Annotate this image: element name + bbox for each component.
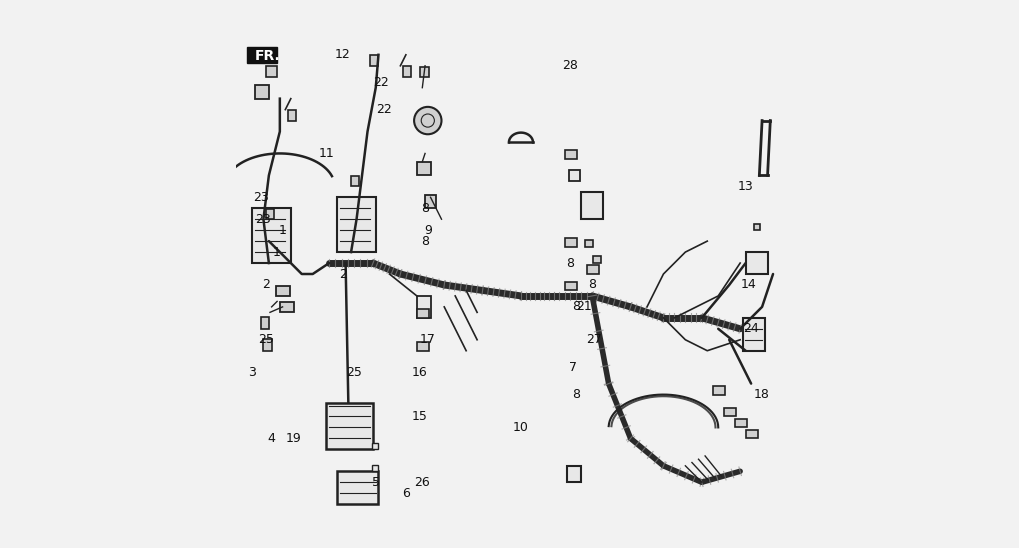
Bar: [723, 408, 735, 416]
Bar: [581, 192, 602, 219]
Text: 11: 11: [318, 147, 334, 160]
Text: 22: 22: [373, 76, 388, 89]
Text: 16: 16: [412, 366, 427, 379]
Text: 21: 21: [576, 300, 591, 313]
Text: 2: 2: [262, 278, 270, 292]
Text: 28: 28: [561, 59, 578, 72]
Text: 3: 3: [249, 366, 256, 379]
Bar: [592, 256, 600, 263]
Bar: [372, 443, 378, 449]
Bar: [337, 471, 378, 504]
Bar: [417, 342, 428, 351]
Bar: [255, 85, 269, 99]
Bar: [565, 238, 577, 247]
Bar: [263, 339, 271, 351]
Bar: [565, 282, 577, 290]
Bar: [326, 403, 373, 449]
Text: 13: 13: [737, 180, 753, 193]
Text: 23: 23: [253, 191, 268, 204]
Text: 8: 8: [421, 235, 429, 248]
Bar: [567, 466, 580, 482]
Bar: [417, 162, 430, 175]
Bar: [734, 419, 746, 427]
Text: 18: 18: [753, 388, 769, 401]
Text: 6: 6: [401, 487, 410, 500]
Bar: [586, 265, 598, 274]
Text: 10: 10: [513, 421, 529, 434]
Bar: [584, 240, 592, 247]
Bar: [753, 224, 760, 230]
Text: 2: 2: [338, 267, 346, 281]
Bar: [261, 317, 269, 329]
Bar: [569, 170, 580, 181]
Text: 25: 25: [345, 366, 362, 379]
Text: 4: 4: [267, 432, 275, 445]
Text: 17: 17: [420, 333, 435, 346]
Bar: [372, 465, 378, 471]
Text: 23: 23: [256, 213, 271, 226]
Text: 8: 8: [588, 278, 596, 292]
Bar: [351, 176, 359, 186]
Bar: [403, 66, 411, 77]
Text: 1: 1: [278, 224, 286, 237]
Text: 1: 1: [273, 246, 281, 259]
Bar: [742, 318, 764, 351]
Bar: [287, 110, 296, 121]
Bar: [370, 55, 378, 66]
Text: FR.: FR.: [255, 49, 280, 64]
Bar: [419, 67, 429, 77]
Bar: [279, 302, 293, 312]
Bar: [565, 150, 577, 159]
Bar: [712, 386, 725, 395]
Text: 8: 8: [421, 202, 429, 215]
Bar: [276, 286, 289, 296]
Bar: [337, 197, 375, 252]
Text: 22: 22: [376, 103, 391, 116]
Bar: [266, 66, 277, 77]
Text: 25: 25: [258, 333, 274, 346]
Bar: [425, 195, 435, 208]
Text: 24: 24: [743, 322, 758, 335]
Bar: [745, 252, 767, 274]
Bar: [745, 430, 757, 438]
Text: 12: 12: [334, 48, 351, 61]
Bar: [266, 209, 274, 219]
Text: 9: 9: [424, 224, 431, 237]
Text: 5: 5: [371, 476, 379, 489]
Bar: [417, 296, 430, 318]
Bar: [417, 309, 428, 318]
Bar: [252, 208, 290, 263]
Text: 8: 8: [566, 256, 574, 270]
Text: 19: 19: [285, 432, 302, 445]
Text: 27: 27: [585, 333, 601, 346]
Text: 8: 8: [572, 300, 579, 313]
Text: 26: 26: [414, 476, 430, 489]
Polygon shape: [247, 47, 277, 63]
Text: 14: 14: [740, 278, 755, 292]
Text: 8: 8: [572, 388, 579, 401]
Text: 7: 7: [569, 361, 577, 374]
Circle shape: [414, 107, 441, 134]
Text: 15: 15: [412, 410, 427, 423]
